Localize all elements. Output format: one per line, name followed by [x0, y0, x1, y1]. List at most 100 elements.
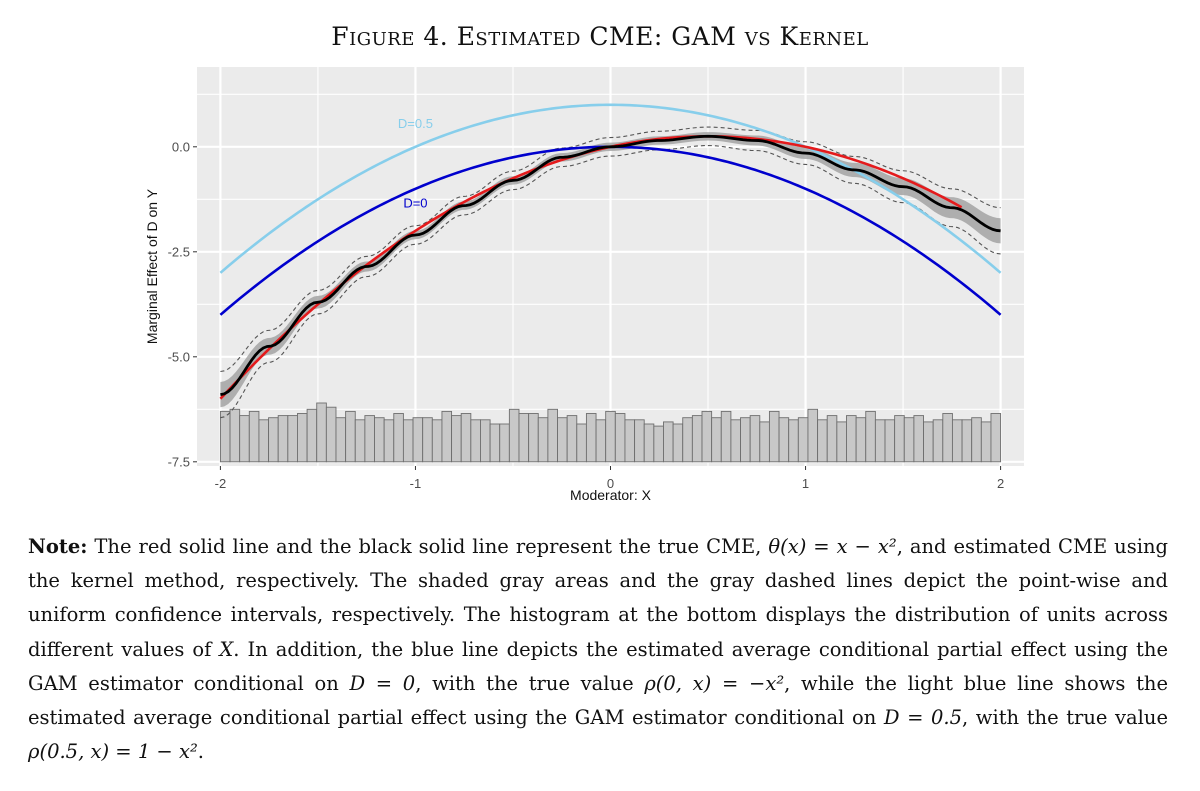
y-tick-label: 0.0 [172, 139, 190, 154]
histogram-bar [653, 425, 664, 463]
y-tick-label: -2.5 [168, 244, 190, 259]
series-lines [219, 103, 1002, 400]
histogram-bar [374, 417, 385, 463]
histogram-bar [634, 419, 645, 463]
histogram-bar [451, 415, 462, 463]
histogram-bar [402, 419, 414, 463]
histogram-bar [942, 413, 953, 463]
note-formula-d05: D = 0.5 [883, 706, 963, 730]
y-axis-label: Marginal Effect of D on Y [144, 188, 160, 344]
histogram-bar [846, 415, 857, 463]
histogram-bar [614, 413, 626, 463]
confidence-bands [220, 126, 1001, 419]
histogram-bar [817, 419, 828, 463]
histogram-bar [431, 419, 443, 463]
note-text-2: , and estimated CME using the kernel met… [28, 535, 1168, 661]
figure-label: Figure 4. [331, 22, 449, 51]
histogram-bar [364, 415, 375, 463]
histogram-bar [576, 423, 587, 463]
histogram-bar [730, 419, 741, 463]
histogram-bar [643, 423, 655, 463]
histogram-bar [980, 421, 992, 463]
histogram-bar [297, 413, 308, 463]
histogram-bar [720, 410, 732, 463]
histogram-bar [268, 417, 279, 463]
histogram-bar [470, 419, 481, 463]
histogram-bar [345, 410, 356, 463]
histogram [219, 402, 1002, 463]
histogram-bar [393, 413, 404, 463]
histogram-bar [248, 410, 260, 463]
histogram-bar [971, 417, 982, 463]
histogram-bar [306, 408, 318, 463]
histogram-bar [682, 417, 693, 463]
histogram-bar [701, 410, 713, 463]
histogram-bar [422, 417, 433, 463]
note-text-3: . In addition, the blue line depicts the… [28, 637, 1168, 695]
histogram-bar [711, 417, 722, 463]
histogram-bar [557, 417, 568, 463]
histogram-bar [547, 408, 558, 463]
histogram-bar [961, 419, 973, 463]
histogram-bar [239, 415, 250, 463]
x-tick-label: 1 [802, 476, 809, 491]
histogram-bar [325, 406, 337, 463]
histogram-bar [585, 413, 597, 463]
figure-title-text: Estimated CME: GAM vs Kernel [456, 22, 869, 51]
histogram-bar [460, 413, 472, 463]
histogram-bar [778, 417, 790, 463]
figure-note: Note: The red solid line and the black s… [28, 530, 1168, 769]
uniform-ci-lower [220, 144, 1001, 419]
histogram-bar [990, 413, 1002, 463]
histogram-bar [807, 408, 819, 463]
histogram-bar [865, 410, 876, 463]
histogram-bar [412, 417, 424, 463]
note-formula-x: X [219, 637, 234, 661]
histogram-bar [277, 415, 289, 463]
histogram-bar [826, 415, 838, 463]
x-tick-label: -1 [410, 476, 422, 491]
histogram-bar [316, 402, 327, 463]
histogram-bar [229, 408, 241, 463]
note-text-4: , with the true value [415, 671, 645, 695]
annotation-label: D=0.5 [398, 116, 433, 131]
histogram-bar [595, 419, 607, 463]
series-line-kernel-estimate [220, 134, 1001, 396]
histogram-bar [508, 408, 520, 463]
histogram-bar [480, 419, 491, 463]
histogram-bar [903, 417, 915, 463]
histogram-bar [894, 415, 905, 463]
axes: -2 -1 0 1 2 0.0 -2.5 -5.0 -7.5 [168, 139, 1005, 491]
y-tick-label: -7.5 [168, 454, 190, 469]
x-tick-label: 0 [607, 476, 614, 491]
chart-svg: D=0.5 D=0 -2 -1 0 1 2 0.0 -2.5 -5.0 -7.5 Moderato… [144, 67, 1024, 503]
series-line-d-0-5 [219, 103, 1002, 274]
x-tick-label: -2 [215, 476, 227, 491]
histogram-bar [884, 419, 896, 463]
note-text-1: The red solid line and the black solid l… [87, 535, 769, 558]
histogram-bar [691, 415, 703, 463]
figure-title: Figure 4. Estimated CME: GAM vs Kernel [0, 22, 1200, 51]
histogram-bar [287, 415, 298, 463]
histogram-bar [759, 421, 770, 463]
note-text-6: , with the true value [962, 706, 1169, 730]
histogram-bar [768, 410, 780, 463]
x-tick-label: 2 [997, 476, 1004, 491]
histogram-bar [874, 419, 886, 463]
histogram-bar [335, 417, 347, 463]
histogram-bar [518, 413, 530, 463]
x-axis-label: Moderator: X [570, 487, 652, 503]
histogram-bar [740, 417, 751, 463]
histogram-bar [932, 419, 944, 463]
histogram-bar [624, 419, 636, 463]
histogram-bar [219, 410, 231, 463]
histogram-bar [499, 423, 510, 463]
uniform-ci-upper [220, 126, 1001, 373]
histogram-bar [258, 419, 270, 463]
note-formula-rho0: ρ(0, x) = −x² [644, 671, 785, 695]
histogram-bar [441, 410, 453, 463]
histogram-bar [354, 419, 366, 463]
histogram-bar [383, 419, 395, 463]
histogram-bar [951, 419, 963, 463]
histogram-bar [489, 423, 501, 463]
